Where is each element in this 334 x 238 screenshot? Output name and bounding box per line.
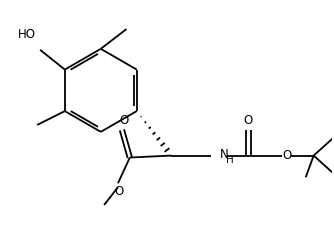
Text: O: O <box>244 114 253 128</box>
Text: O: O <box>114 185 124 198</box>
Text: O: O <box>119 114 129 128</box>
Text: O: O <box>282 149 292 162</box>
Text: H: H <box>226 154 233 164</box>
Text: N: N <box>220 148 228 161</box>
Text: HO: HO <box>18 28 36 41</box>
